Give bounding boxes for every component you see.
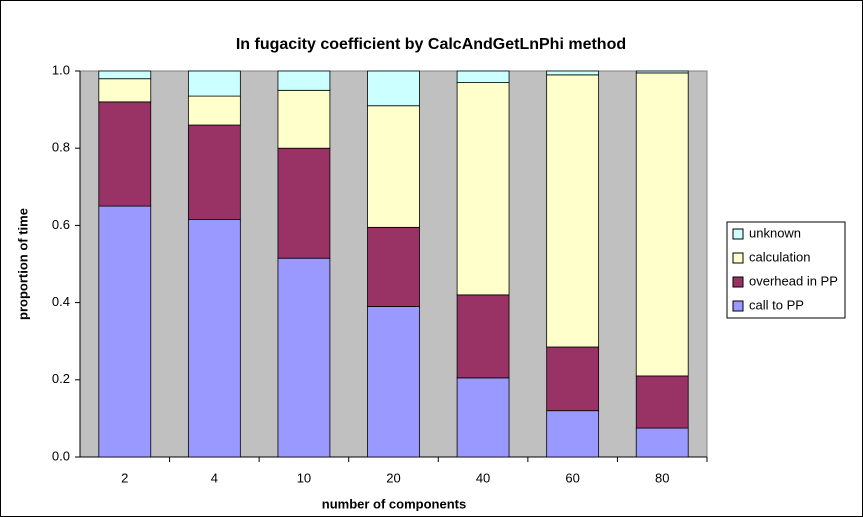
x-tick-label: 80 xyxy=(655,470,669,485)
legend-label: unknown xyxy=(749,225,801,240)
bar-segment xyxy=(277,147,331,259)
y-tick-label: 0.6 xyxy=(52,217,70,232)
x-tick-label: 20 xyxy=(386,470,400,485)
y-tick-label: 0.4 xyxy=(52,294,70,309)
bar-segment xyxy=(456,294,510,379)
y-tick-label: 0.0 xyxy=(52,448,70,463)
x-axis-label: number of components xyxy=(322,496,466,511)
bar-segment xyxy=(98,205,152,458)
y-tick-label: 1.0 xyxy=(52,62,70,77)
bar-segment xyxy=(546,70,600,76)
x-tick-label: 2 xyxy=(121,470,128,485)
legend-swatch xyxy=(732,252,744,264)
bar-segment xyxy=(635,70,689,74)
bar-segment xyxy=(546,74,600,348)
bar-segment xyxy=(456,70,510,83)
bar-segment xyxy=(187,219,241,458)
bar-segment xyxy=(98,101,152,207)
bar-segment xyxy=(98,78,152,103)
bar-segment xyxy=(277,89,331,149)
x-tick-label: 60 xyxy=(565,470,579,485)
bar-segment xyxy=(367,70,420,107)
bar-segment xyxy=(635,72,689,377)
bar-segment xyxy=(367,105,420,228)
legend-swatch xyxy=(732,276,744,288)
bar-segment xyxy=(635,375,689,429)
bar-segment xyxy=(546,346,600,412)
bar-segment xyxy=(187,95,241,126)
bar-segment xyxy=(98,70,152,80)
bar-segment xyxy=(277,257,331,458)
bar-segment xyxy=(187,124,241,221)
bar-segment xyxy=(367,306,420,458)
x-tick-label: 40 xyxy=(476,470,490,485)
x-tick-label: 4 xyxy=(211,470,218,485)
bar-segment xyxy=(187,70,241,97)
y-axis-label: proportion of time xyxy=(15,208,30,320)
x-tick-label: 10 xyxy=(297,470,311,485)
legend-swatch xyxy=(732,228,744,240)
bar-segment xyxy=(277,70,331,91)
y-tick-label: 0.8 xyxy=(52,140,70,155)
legend-label: overhead in PP xyxy=(749,273,838,288)
bar-segment xyxy=(456,377,510,458)
chart-title: In fugacity coefficient by CalcAndGetLnP… xyxy=(236,36,626,53)
legend-box xyxy=(726,221,846,319)
legend-label: calculation xyxy=(749,249,810,264)
bar-segment xyxy=(546,410,600,458)
bar-segment xyxy=(635,427,689,458)
bar-segment xyxy=(367,226,420,307)
y-tick-label: 0.2 xyxy=(52,371,70,386)
legend-label: call to PP xyxy=(749,297,804,312)
bar-segment xyxy=(456,82,510,296)
legend-swatch xyxy=(732,300,744,312)
